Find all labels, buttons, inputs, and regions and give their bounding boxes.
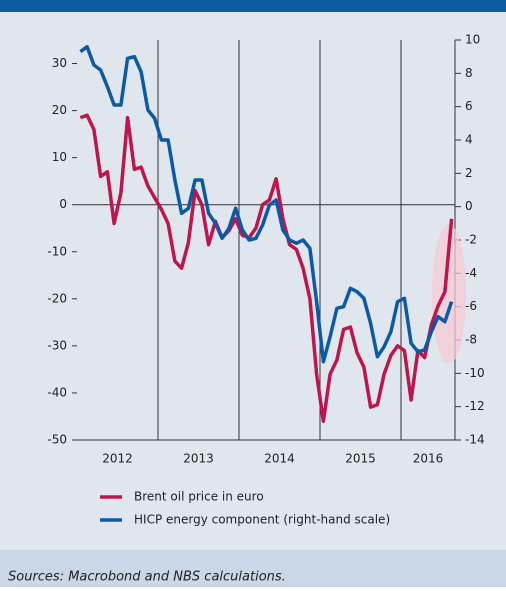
y-tick-label: -40 [47, 385, 67, 399]
legend-label: HICP energy component (right-hand scale) [134, 513, 390, 527]
y2-tick-label: -8 [465, 333, 477, 347]
header-bar [0, 0, 506, 12]
y-tick-label: 0 [59, 197, 67, 211]
x-tick-label: 2012 [102, 452, 133, 466]
series-line [79, 113, 454, 423]
y-tick-label: -10 [47, 244, 67, 258]
highlight [432, 224, 466, 364]
x-tick-label: 2016 [413, 452, 444, 466]
y2-tick-label: 6 [465, 99, 473, 113]
y-tick-label: -20 [47, 291, 67, 305]
x-tick-label: 2015 [345, 452, 376, 466]
y2-tick-label: -14 [465, 433, 485, 447]
y2-tick-label: -10 [465, 366, 485, 380]
legend-label: Brent oil price in euro [134, 490, 264, 504]
y2-tick-label: 2 [465, 166, 473, 180]
y2-tick-label: -4 [465, 266, 477, 280]
x-tick-label: 2014 [264, 452, 295, 466]
y2-tick-label: -12 [465, 399, 485, 413]
y2-tick-label: 8 [465, 66, 473, 80]
series-line [79, 44, 454, 364]
y2-tick-label: -6 [465, 299, 477, 313]
y-tick-label: -30 [47, 338, 67, 352]
x-tick-label: 2013 [183, 452, 214, 466]
y2-tick-label: 0 [465, 199, 473, 213]
y2-tick-label: -2 [465, 233, 477, 247]
source: Sources: Macrobond and NBS calculations. [8, 570, 286, 585]
y-tick-label: 20 [52, 103, 67, 117]
y-tick-label: 10 [52, 150, 67, 164]
y2-tick-label: 4 [465, 133, 473, 147]
y2-tick-label: 10 [465, 33, 480, 47]
y-tick-label: 30 [52, 56, 67, 70]
source-band [0, 550, 506, 587]
y-tick-label: -50 [47, 433, 67, 447]
